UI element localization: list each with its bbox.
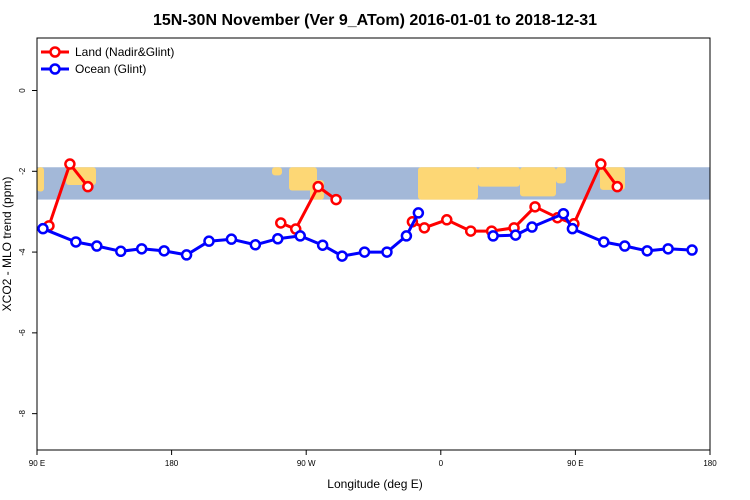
x-axis: 90 E 180 90 W 0 90 E 180	[29, 450, 717, 468]
data-point	[115, 245, 127, 258]
data-point	[412, 207, 425, 219]
x-tick-label: 90 W	[297, 459, 316, 468]
map-land	[556, 167, 566, 184]
x-tick-label: 90 E	[567, 459, 583, 468]
data-point	[611, 180, 624, 193]
data-point	[358, 246, 371, 258]
data-point	[312, 180, 324, 193]
data-point	[294, 230, 306, 242]
data-point	[441, 214, 453, 226]
map-land	[418, 167, 478, 200]
series-line	[493, 212, 693, 253]
data-point	[316, 239, 329, 251]
y-tick-label: -2	[18, 167, 27, 175]
data-point	[526, 221, 538, 233]
data-point	[595, 158, 607, 170]
map-land	[478, 167, 520, 187]
data-point	[37, 222, 49, 235]
data-point	[566, 222, 579, 235]
x-axis-label: Longitude (deg E)	[327, 477, 422, 491]
map-band	[37, 167, 710, 200]
data-point	[619, 240, 631, 252]
y-tick-label: -8	[18, 410, 27, 418]
data-point	[662, 243, 674, 255]
chart-title: 15N-30N November (Ver 9_ATom) 2016-01-01…	[153, 12, 597, 29]
data-point	[272, 232, 284, 245]
data-point	[641, 245, 653, 257]
data-point	[225, 233, 238, 245]
data-point	[64, 158, 76, 170]
data-point	[557, 207, 570, 220]
data-point	[400, 230, 413, 242]
data-point	[203, 235, 215, 247]
data-point	[275, 217, 287, 229]
data-point	[70, 236, 82, 248]
data-point	[529, 201, 541, 213]
x-tick-label: 180	[703, 459, 717, 468]
y-axis-label: XCO2 - MLO trend (ppm)	[0, 177, 14, 312]
data-point	[91, 240, 103, 252]
data-point	[598, 236, 610, 248]
series-line	[280, 185, 337, 231]
y-tick-label: 0	[18, 88, 27, 93]
data-point	[249, 239, 262, 251]
x-tick-label: 90 E	[29, 459, 45, 468]
x-tick-label: 180	[165, 459, 179, 468]
plot-frame	[36, 37, 711, 451]
y-axis: 0 -2 -4 -6 -8	[18, 88, 37, 417]
data-point	[158, 245, 170, 257]
data-point	[509, 229, 522, 241]
map-land	[520, 167, 556, 197]
data-point	[82, 180, 94, 193]
data-point	[464, 225, 477, 237]
legend-label-land: Land (Nadir&Glint)	[75, 45, 174, 59]
data-point	[686, 244, 698, 256]
data-point	[336, 250, 348, 262]
legend-marker-ocean	[49, 63, 61, 75]
series-ocean	[37, 207, 698, 262]
legend-label-ocean: Ocean (Glint)	[75, 62, 146, 76]
data-point	[418, 222, 431, 234]
legend: Land (Nadir&Glint) Ocean (Glint)	[41, 45, 174, 76]
y-tick-label: -4	[18, 248, 27, 256]
data-point	[487, 230, 499, 242]
data-point	[135, 243, 148, 255]
x-tick-label: 0	[439, 459, 444, 468]
legend-marker-land	[49, 46, 61, 58]
map-land	[272, 167, 282, 176]
map-land	[37, 167, 44, 192]
data-point	[381, 246, 393, 258]
y-tick-label: -6	[18, 329, 27, 337]
data-point	[180, 249, 193, 261]
data-point	[330, 193, 342, 206]
